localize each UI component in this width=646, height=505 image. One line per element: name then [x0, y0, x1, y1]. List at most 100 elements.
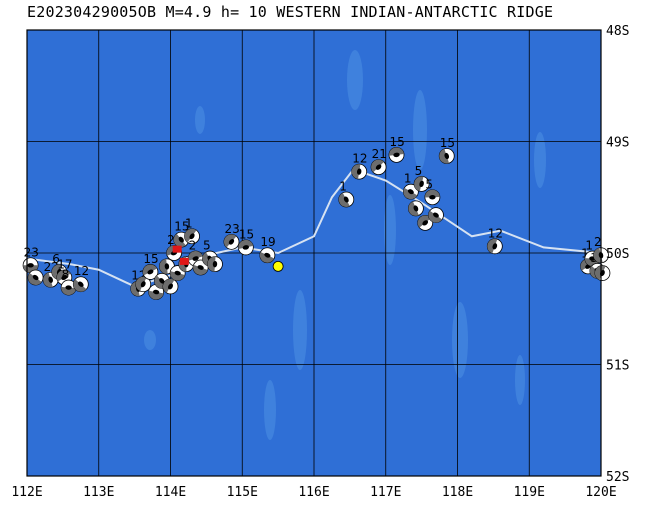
latitude-tick-label: 52S [606, 470, 629, 485]
event-label: 2 [189, 239, 197, 253]
event-label: 12 [352, 152, 367, 166]
beachball-core [48, 276, 53, 283]
beachball-quadrant [207, 256, 216, 272]
seamount-shape [534, 132, 546, 188]
event-label: 1 [339, 179, 347, 193]
event-label: 1 [585, 239, 593, 253]
epicenter-marker [272, 260, 284, 272]
beachball-core [242, 245, 250, 250]
beachball-quadrant [159, 258, 168, 274]
beachball-core [159, 278, 165, 284]
event-label: 19 [260, 235, 275, 249]
beachball-core [492, 243, 498, 250]
beachball-core [152, 289, 160, 295]
bathymetry-features [144, 50, 546, 440]
event-label: 6 [52, 252, 60, 266]
latitude-tick-label: 51S [606, 359, 629, 374]
focal-mechanism [417, 214, 434, 231]
event-markers: 2322617812121520151252315191122115155151… [22, 135, 611, 300]
beachball-core [419, 180, 424, 188]
latitude-tick-label: 49S [606, 136, 629, 151]
event-label: 5 [415, 164, 423, 178]
focal-mechanism [192, 259, 209, 276]
event-label: 1 [404, 172, 412, 186]
focal-mechanism [594, 265, 611, 281]
focal-mechanism: 15 [388, 135, 405, 163]
seamount-shape [515, 355, 525, 405]
longitude-tick-label: 115E [227, 485, 258, 500]
beachball-core [164, 263, 170, 270]
beachball-core [27, 263, 34, 268]
beachball-core [433, 212, 439, 218]
longitude-tick-label: 113E [83, 485, 114, 500]
latitude-tick-label: 48S [606, 24, 629, 39]
longitude-tick-label: 118E [442, 485, 473, 500]
seamount-shape [293, 290, 307, 370]
beachball-core [61, 275, 68, 281]
focal-mechanism [162, 278, 179, 295]
beachball-quadrant [148, 290, 164, 300]
focal-mechanism: 1 [402, 172, 419, 200]
beachball-core [212, 260, 218, 268]
beachball-quadrant [193, 264, 208, 275]
beachball-quadrant [593, 247, 603, 263]
seamount-shape [452, 302, 468, 378]
event-label: 1 [185, 216, 193, 230]
focal-mechanism: 15 [438, 136, 455, 164]
seamount-shape [144, 330, 156, 350]
focal-mechanism: 8 [60, 268, 77, 296]
seamount-shape [413, 90, 427, 170]
beachball-quadrant [351, 164, 361, 180]
event-id: E20230429005OB [27, 3, 157, 21]
beachball-core [413, 205, 419, 212]
beachball-core [393, 152, 400, 158]
focal-mechanism: 23 [223, 222, 240, 250]
event-label: 15 [440, 136, 455, 150]
seamount-shape [264, 380, 276, 440]
beachball-core [197, 265, 204, 270]
focal-mechanism [407, 200, 424, 217]
focal-mechanism [27, 269, 44, 286]
event-label: 21 [372, 147, 387, 161]
longitude-labels: 112E 113E 114E 115E 116E 117E 118E 119E 120E [11, 485, 616, 500]
highlight-marker [172, 245, 182, 253]
longitude-tick-label: 116E [298, 485, 329, 500]
beachball-quadrant [61, 286, 77, 296]
event-header: E20230429005OB M=4.9 h= 10 WESTERN INDIA… [27, 3, 553, 21]
highlight-marker [179, 257, 189, 265]
event-label: 15 [390, 135, 405, 149]
beachball-quadrant [43, 272, 53, 288]
focal-mechanism: 15 [237, 227, 254, 256]
event-label: 23 [224, 222, 239, 236]
longitude-tick-label: 112E [11, 485, 42, 500]
beachball-core [65, 285, 72, 290]
beachball-core [375, 164, 382, 170]
focal-mechanism: 1 [184, 216, 200, 245]
beachball-quadrant [51, 264, 62, 279]
event-label: 17 [57, 258, 72, 272]
event-label: 12 [74, 264, 89, 278]
beachball-core [32, 274, 39, 281]
focal-mechanism: 12 [351, 152, 367, 180]
beachball-quadrant [170, 271, 185, 281]
latitude-tick-label: 50S [606, 247, 629, 262]
beachball-quadrant [424, 189, 440, 198]
event-label: 23 [24, 245, 39, 259]
depth: h= 10 [220, 3, 268, 21]
focal-mechanism [135, 276, 152, 293]
latitude-labels: 48S 49S 50S 51S 52S [606, 24, 629, 485]
event-label: 12 [488, 226, 503, 240]
focal-mechanism [428, 207, 444, 223]
beachball-core [407, 189, 414, 195]
event-label: 2 [594, 235, 602, 249]
beachball-core [140, 281, 146, 288]
beachball-core [264, 252, 271, 258]
longitude-tick-label: 114E [155, 485, 186, 500]
beachball-core [429, 195, 436, 200]
focal-mechanism: 5 [413, 164, 430, 192]
event-label: 5 [203, 239, 211, 253]
focal-mechanism: 15 [173, 220, 190, 248]
longitude-tick-label: 120E [585, 485, 616, 500]
beachball-quadrant [238, 239, 254, 249]
beachball-quadrant [439, 148, 450, 164]
